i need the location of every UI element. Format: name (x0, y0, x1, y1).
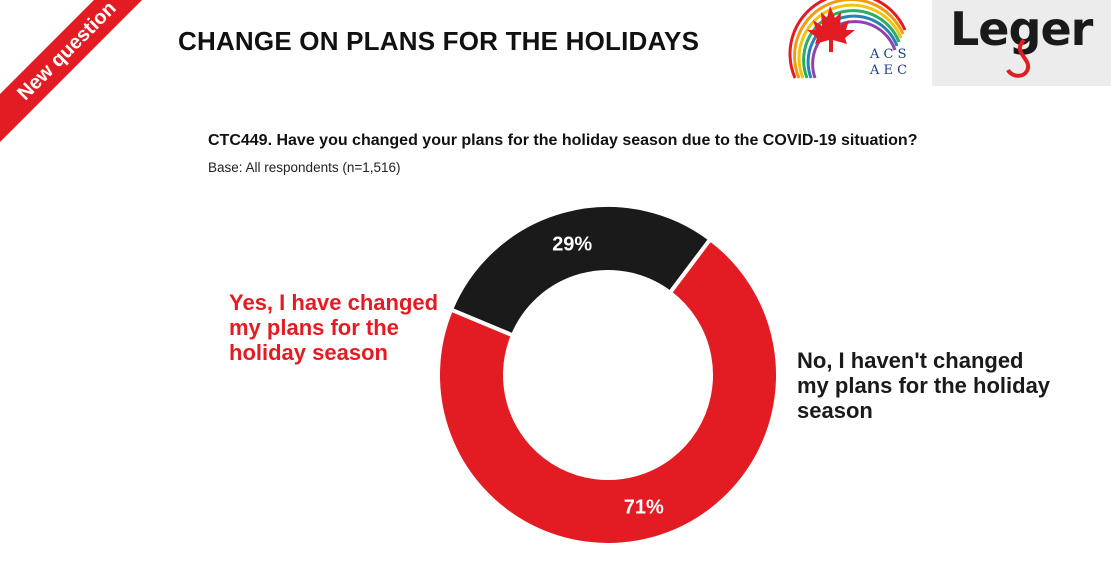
acs-rainbow-maple-icon: A C S A E C (788, 0, 907, 79)
slice-yes-value-label: 71% (624, 497, 664, 519)
question-text: CTC449. Have you changed your plans for … (208, 132, 918, 149)
base-text: Base: All respondents (n=1,516) (208, 160, 401, 175)
acs-logo: A C S A E C (785, 0, 930, 86)
page-title: CHANGE ON PLANS FOR THE HOLIDAYS (178, 26, 700, 56)
leger-swirl-icon (1006, 38, 1031, 78)
yes-label: Yes, I have changed my plans for the hol… (229, 290, 439, 365)
no-label: No, I haven't changed my plans for the h… (797, 348, 1051, 423)
acs-line2: A E C (869, 63, 907, 78)
slice-yes (436, 236, 780, 547)
slice-no (448, 203, 714, 339)
leger-logo: Leger (932, 0, 1111, 86)
slice-no-value-label: 29% (552, 233, 592, 255)
acs-line1: A C S (869, 47, 907, 62)
